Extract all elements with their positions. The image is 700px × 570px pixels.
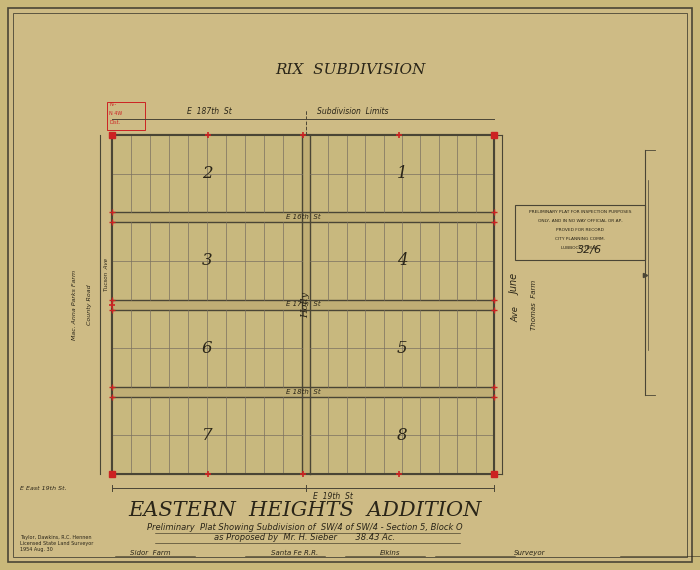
Text: EASTERN  HEIGHTS  ADDITION: EASTERN HEIGHTS ADDITION: [128, 500, 482, 519]
Text: Sidor  Farm: Sidor Farm: [130, 550, 170, 556]
Text: PRELIMINARY PLAT FOR INSPECTION PURPOSES: PRELIMINARY PLAT FOR INSPECTION PURPOSES: [528, 210, 631, 214]
Bar: [107, 102, 145, 130]
Text: Holly: Holly: [302, 291, 311, 317]
Bar: [112, 135, 494, 474]
Text: 1: 1: [397, 165, 407, 182]
Text: Tucson  Ave: Tucson Ave: [104, 258, 108, 291]
Text: 5: 5: [397, 340, 407, 357]
Bar: [112, 299, 494, 310]
Text: Dist.: Dist.: [109, 120, 120, 125]
Text: County Road: County Road: [88, 284, 92, 325]
Bar: [310, 222, 494, 299]
Text: Ave: Ave: [512, 307, 521, 323]
Text: Santa Fe R.R.: Santa Fe R.R.: [272, 550, 318, 556]
Text: E 17th  St: E 17th St: [286, 302, 321, 307]
Bar: [515, 205, 645, 260]
Text: E 16th  St: E 16th St: [286, 214, 321, 220]
Text: Surveyor: Surveyor: [514, 550, 546, 556]
Text: Taylor, Dawkins, R.C. Hennen
Licensed State Land Surveyor
1954 Aug. 30: Taylor, Dawkins, R.C. Hennen Licensed St…: [20, 535, 93, 552]
Text: N--: N--: [109, 102, 116, 107]
Text: 2: 2: [202, 165, 212, 182]
Bar: [112, 387, 494, 397]
Text: LUBBOCK, TEXAS: LUBBOCK, TEXAS: [561, 246, 598, 250]
Text: 7: 7: [202, 427, 212, 444]
Text: E  19th  St: E 19th St: [313, 492, 353, 501]
Bar: [310, 397, 494, 474]
Bar: [112, 222, 302, 299]
Text: 6: 6: [202, 340, 212, 357]
Text: E East 19th St.: E East 19th St.: [20, 486, 66, 491]
Text: as Proposed by  Mr. H. Sieber       38.43 Ac.: as Proposed by Mr. H. Sieber 38.43 Ac.: [214, 534, 395, 543]
Bar: [112, 135, 302, 212]
Text: 4: 4: [397, 253, 407, 270]
Text: Subdivision  Limits: Subdivision Limits: [317, 107, 389, 116]
Text: 32/6: 32/6: [578, 245, 603, 255]
Text: ONLY, AND IN NO WAY OFFICIAL OR AP-: ONLY, AND IN NO WAY OFFICIAL OR AP-: [538, 219, 622, 223]
Text: 8: 8: [397, 427, 407, 444]
Bar: [112, 310, 302, 387]
Bar: [310, 310, 494, 387]
Text: PROVED FOR RECORD: PROVED FOR RECORD: [556, 228, 604, 232]
Text: E 18th  St: E 18th St: [286, 389, 321, 395]
Text: Elkins: Elkins: [379, 550, 400, 556]
Text: RIX  SUBDIVISION: RIX SUBDIVISION: [275, 63, 425, 77]
Bar: [302, 135, 310, 474]
Text: Mac. Anna Parks Farm: Mac. Anna Parks Farm: [71, 270, 76, 340]
Text: N 4W: N 4W: [109, 111, 122, 116]
Text: CITY PLANNING COMM.: CITY PLANNING COMM.: [555, 237, 605, 241]
Text: 3: 3: [202, 253, 212, 270]
Text: Preliminary  Plat Showing Subdivision of  SW/4 of SW/4 - Section 5, Block O: Preliminary Plat Showing Subdivision of …: [147, 523, 463, 532]
Bar: [112, 212, 494, 222]
Text: E  187th  St: E 187th St: [187, 107, 232, 116]
Text: June: June: [511, 274, 521, 295]
Bar: [310, 135, 494, 212]
Bar: [112, 397, 302, 474]
Text: Thomas  Farm: Thomas Farm: [531, 279, 537, 329]
